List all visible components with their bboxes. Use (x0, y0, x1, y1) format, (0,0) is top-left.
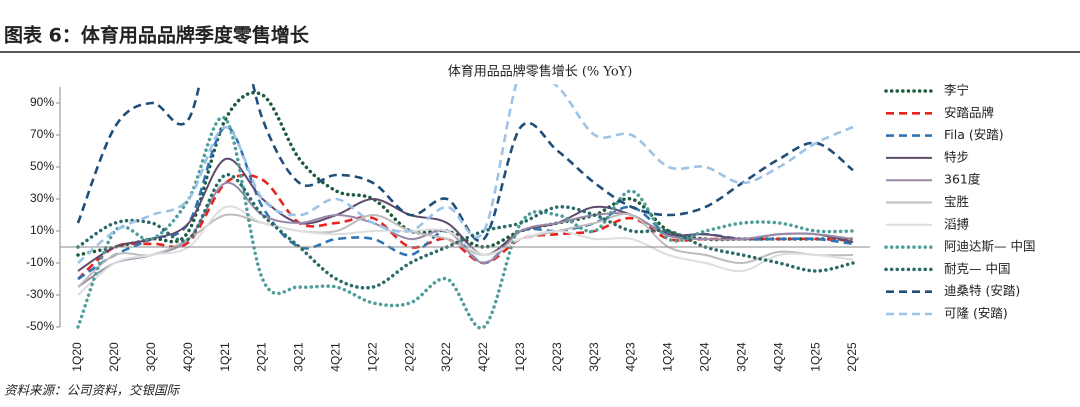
y-tick-label: -30% (26, 287, 54, 301)
y-tick-label: 90% (30, 95, 54, 109)
legend-label: 耐克— 中国 (944, 261, 1010, 276)
legend-label: 阿迪达斯— 中国 (944, 239, 1035, 254)
legend-label: 李宁 (944, 83, 969, 98)
y-tick-label: 70% (30, 127, 54, 141)
x-tick-label: 2Q22 (402, 342, 416, 372)
header: 图表 6：体育用品品牌季度零售增长 (4, 24, 310, 47)
x-tick-label: 3Q24 (734, 342, 748, 372)
x-tick-label: 1Q21 (218, 342, 232, 372)
x-tick-label: 1Q23 (513, 342, 527, 372)
legend-label: 宝胜 (944, 194, 969, 209)
x-tick-label: 2Q25 (845, 342, 859, 372)
x-tick-label: 4Q23 (624, 342, 638, 372)
x-tick-label: 4Q20 (181, 342, 195, 372)
y-tick-label: 10% (30, 223, 54, 237)
legend-label: 滔搏 (944, 216, 969, 231)
x-tick-label: 3Q21 (292, 342, 306, 372)
x-tick-label: 2Q20 (107, 342, 121, 372)
y-tick-label: -10% (26, 255, 54, 269)
series-line (77, 125, 854, 281)
source: 资料来源：公司资料，交银国际 (4, 383, 181, 398)
series-line (77, 205, 854, 296)
legend-label: 安踏品牌 (944, 105, 994, 120)
x-tick-label: 1Q20 (70, 342, 84, 372)
y-tick-label: 50% (30, 159, 54, 173)
series-line (76, 173, 855, 290)
legend-label: 361度 (944, 172, 981, 187)
series-line (76, 84, 854, 243)
x-tick-label: 3Q20 (144, 342, 158, 372)
legend-label: 可隆 (安踏) (944, 306, 1008, 321)
series-line (77, 157, 854, 272)
x-tick-label: 2Q23 (550, 342, 564, 372)
x-tick-label: 1Q22 (365, 342, 379, 372)
plot (76, 84, 855, 330)
y-tick-label: -50% (26, 319, 54, 333)
x-tick-label: 1Q25 (808, 342, 822, 372)
chart-title: 体育用品品牌零售增长 (% YoY) (448, 64, 633, 80)
series-line (77, 173, 854, 280)
x-tick-label: 2Q24 (698, 342, 712, 372)
x-tick-label: 3Q23 (587, 342, 601, 372)
series-line (76, 115, 855, 330)
y-tick-label: 30% (30, 191, 54, 205)
x-tick-label: 4Q24 (771, 342, 785, 372)
x-tick-label: 4Q21 (329, 342, 343, 372)
x-tick-label: 3Q22 (439, 342, 453, 372)
x-tick-label: 4Q22 (476, 342, 490, 372)
x-tick-label: 2Q21 (255, 342, 269, 372)
legend-label: 特步 (944, 149, 969, 164)
legend-label: 迪桑特 (安踏) (944, 283, 1020, 298)
series-line (77, 84, 854, 264)
x-tick-label: 1Q24 (661, 342, 675, 372)
legend-label: Fila (安踏) (944, 127, 1004, 142)
